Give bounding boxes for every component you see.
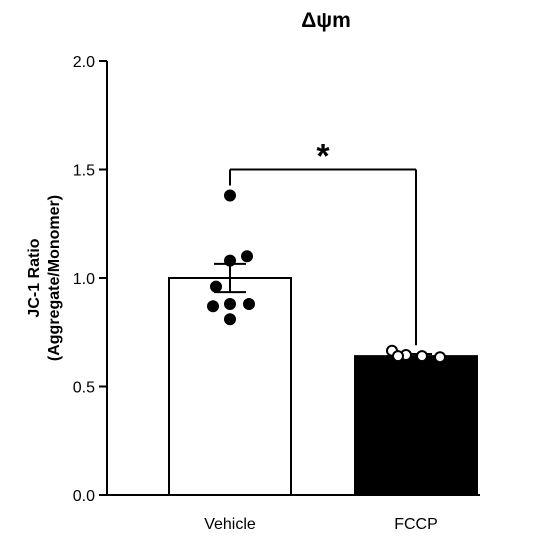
y-tick-label: 0.5: [73, 380, 95, 397]
data-point: [224, 298, 236, 311]
data-point: [434, 351, 446, 364]
significance-marker: *: [316, 138, 330, 176]
data-point: [210, 280, 222, 293]
data-point: [207, 300, 219, 313]
data-point: [241, 250, 253, 263]
y-tick-label: 2.0: [73, 54, 95, 71]
y-tick-label: 0.0: [73, 488, 95, 505]
data-point: [416, 350, 428, 363]
y-axis-label-line2: (Aggregate/Monomer): [46, 195, 63, 361]
data-point: [243, 298, 255, 311]
x-tick-label: Vehicle: [204, 516, 256, 533]
bar: [354, 355, 478, 496]
chart-title: Δψm: [301, 9, 351, 32]
x-tick-label: FCCP: [394, 516, 438, 533]
y-tick-label: 1.5: [73, 163, 95, 180]
data-point: [224, 254, 236, 267]
plot-area: 0.0 0.5 1.0 1.5 2.0 Vehicle FCCP *: [73, 54, 480, 533]
bar: [168, 277, 292, 496]
data-point: [224, 189, 236, 202]
y-axis-label: JC-1 Ratio (Aggregate/Monomer): [26, 195, 63, 361]
y-tick-label: 1.0: [73, 271, 95, 288]
y-axis-label-line1: JC-1 Ratio: [26, 238, 43, 317]
data-point: [224, 313, 236, 326]
data-point: [392, 350, 404, 363]
